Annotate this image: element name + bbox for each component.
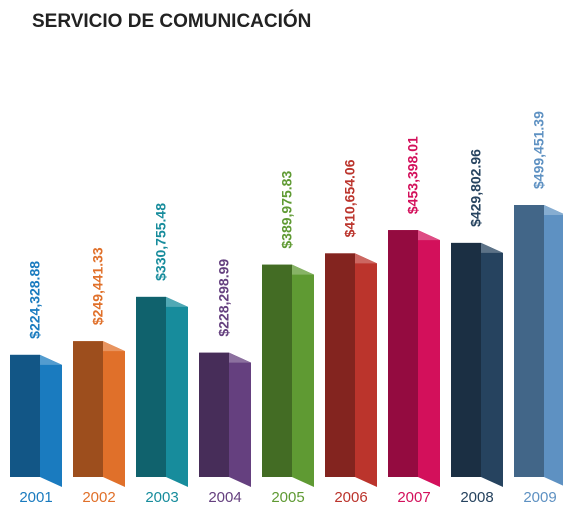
x-tick-label: 2002	[82, 489, 115, 506]
value-label: $410,654.06	[342, 159, 358, 237]
bar	[73, 341, 103, 477]
bar	[325, 253, 355, 477]
x-tick-label: 2007	[397, 489, 430, 506]
bar-side	[40, 354, 62, 487]
value-label: $224,328.88	[27, 261, 43, 339]
bar	[262, 264, 292, 477]
bar-side	[481, 242, 503, 487]
bar	[10, 354, 40, 477]
x-tick-label: 2009	[523, 489, 556, 506]
value-label: $249,441.33	[90, 247, 106, 325]
bar-side	[166, 296, 188, 487]
x-tick-label: 2008	[460, 489, 493, 506]
bar-side	[103, 341, 125, 487]
value-label: $429,802.96	[468, 149, 484, 227]
bar-side	[544, 205, 563, 486]
bar-side	[418, 230, 440, 487]
bar	[136, 296, 166, 477]
x-tick-label: 2003	[145, 489, 178, 506]
value-label: $389,975.83	[279, 171, 295, 249]
value-label: $228,298.99	[216, 259, 232, 337]
bar-side	[229, 352, 251, 487]
bar	[514, 205, 544, 477]
bar	[388, 230, 418, 477]
value-label: $453,398.01	[405, 136, 421, 214]
x-tick-label: 2005	[271, 489, 304, 506]
bar-side	[292, 264, 314, 487]
bar	[199, 352, 229, 477]
bar-side	[355, 253, 377, 487]
value-label: $330,755.48	[153, 203, 169, 281]
x-tick-label: 2006	[334, 489, 367, 506]
x-tick-label: 2004	[208, 489, 241, 506]
x-tick-label: 2001	[19, 489, 52, 506]
chart-title: SERVICIO DE COMUNICACIÓN	[32, 10, 311, 32]
value-label: $499,451.39	[531, 111, 547, 189]
bar	[451, 242, 481, 477]
